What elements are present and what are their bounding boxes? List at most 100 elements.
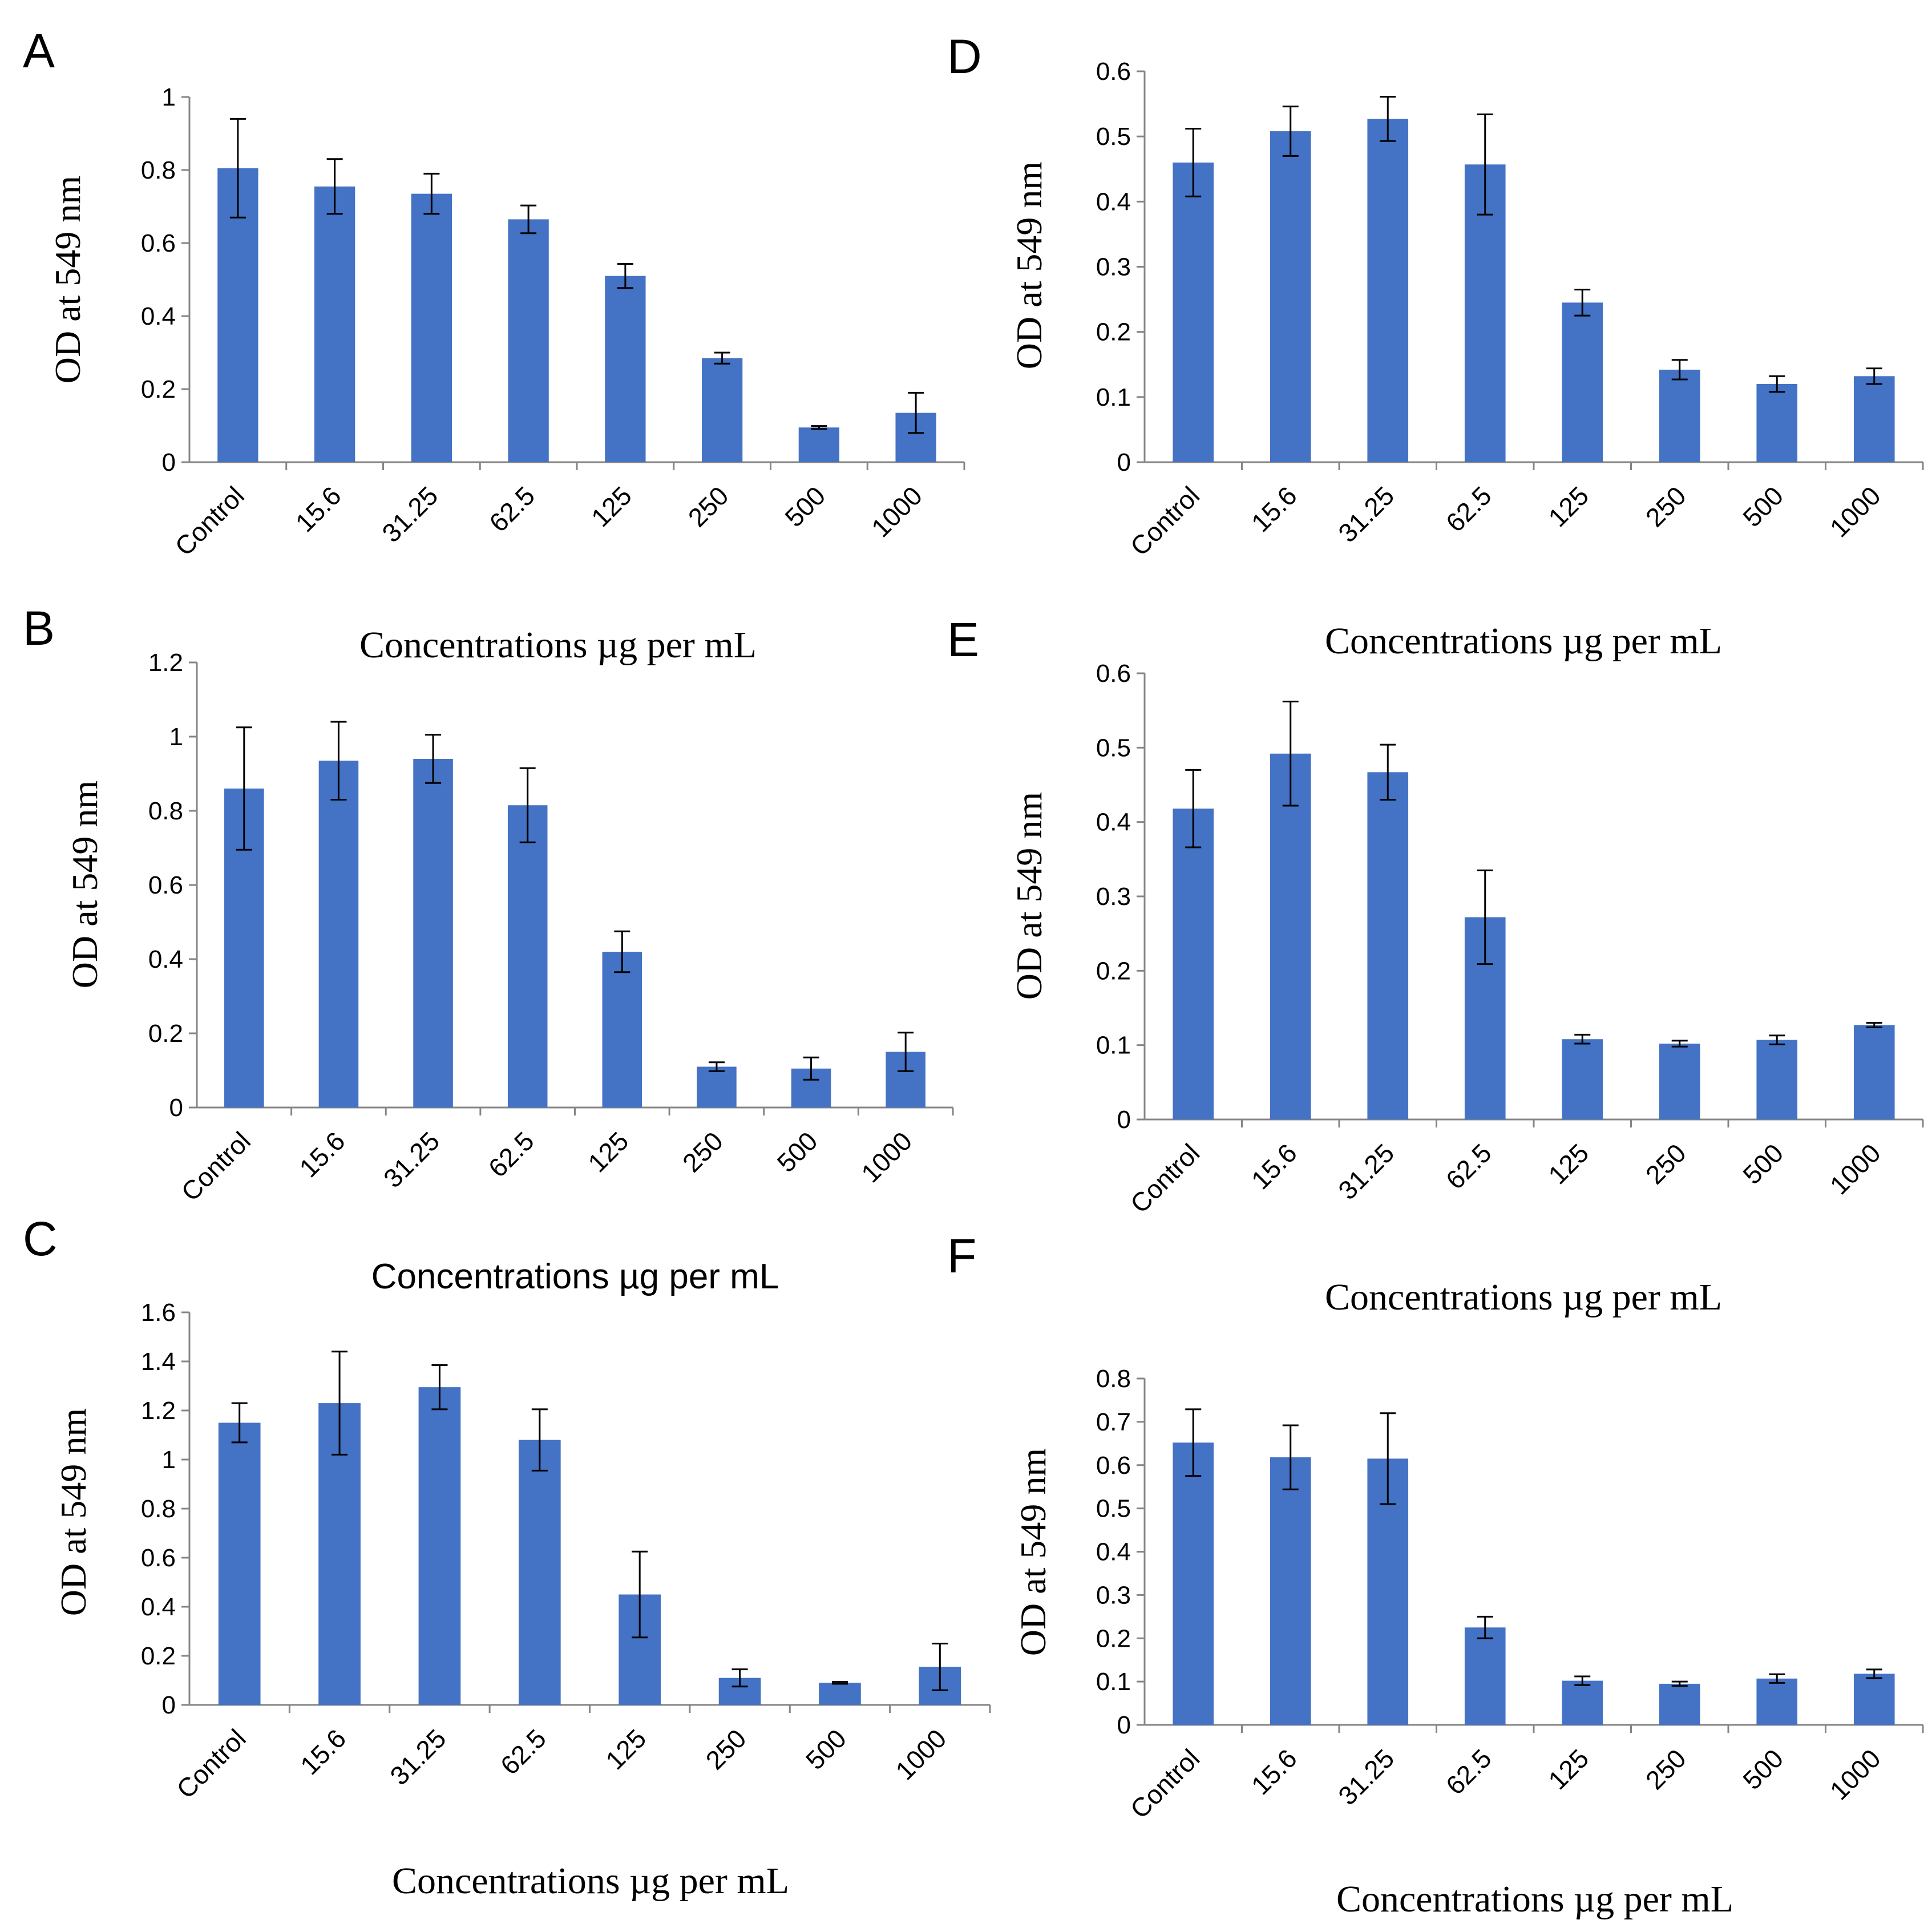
- error-bar-c-3: [531, 1408, 548, 1472]
- x-tick-label: 62.5: [495, 1723, 552, 1780]
- y-tick-label: 0.2: [141, 375, 176, 403]
- y-tick-label: 0.5: [1096, 1495, 1131, 1523]
- x-tick-label: 500: [1737, 1743, 1789, 1795]
- y-tick-label: 0.4: [148, 945, 183, 973]
- x-tick-label: Control: [1125, 1138, 1206, 1219]
- x-tick-label: 15.6: [1246, 1138, 1303, 1195]
- bar-b-2: [413, 759, 453, 1108]
- panel-letter-b: B: [23, 601, 55, 655]
- x-tick-label: 125: [1542, 1138, 1594, 1190]
- bar-f-7: [1853, 1674, 1895, 1725]
- x-tick-label: Control: [169, 480, 250, 561]
- x-tick-label: 250: [1640, 1743, 1692, 1795]
- x-tick-label: 500: [1737, 1138, 1789, 1190]
- x-tick-label: 15.6: [294, 1723, 351, 1780]
- y-axis-title-d: OD at 549 nm: [1009, 161, 1049, 369]
- bar-d-7: [1853, 376, 1895, 462]
- y-tick-label: 0.2: [148, 1020, 183, 1048]
- bar-d-1: [1270, 131, 1311, 463]
- y-tick-label: 0: [169, 1094, 183, 1122]
- x-tick-label: 1000: [1824, 480, 1886, 543]
- error-bar-f-3: [1477, 1615, 1493, 1639]
- error-bar-c-4: [632, 1550, 648, 1639]
- x-tick-label: 15.6: [293, 1126, 350, 1183]
- x-tick-label: 31.25: [1332, 1743, 1400, 1810]
- x-axis-title-d: Concentrations µg per mL: [1325, 620, 1722, 662]
- y-tick-label: 0.6: [141, 1544, 176, 1572]
- panel-letter-a: A: [23, 24, 55, 78]
- panel-letter-c: C: [23, 1212, 58, 1266]
- error-bar-e-2: [1380, 743, 1396, 801]
- error-bar-f-6: [1769, 1673, 1785, 1684]
- bar-c-6: [819, 1683, 861, 1705]
- error-bar-d-6: [1769, 375, 1785, 393]
- x-tick-label: 15.6: [1246, 1743, 1303, 1800]
- y-tick-label: 0.8: [1096, 1365, 1131, 1393]
- bar-a-5: [701, 358, 743, 462]
- x-tick-label: 250: [1640, 1138, 1692, 1190]
- x-tick-label: Control: [1125, 480, 1206, 561]
- x-tick-label: 31.25: [376, 480, 443, 548]
- y-tick-label: 1: [169, 723, 183, 751]
- y-tick-label: 0.8: [148, 797, 183, 825]
- error-bar-b-5: [708, 1061, 725, 1072]
- x-axis-title-a: Concentrations µg per mL: [359, 624, 757, 666]
- error-bar-a-4: [617, 262, 633, 289]
- error-bar-e-7: [1866, 1022, 1882, 1028]
- error-bar-b-2: [425, 734, 442, 784]
- error-bar-e-5: [1671, 1040, 1688, 1048]
- bar-f-1: [1270, 1457, 1311, 1725]
- y-tick-label: 0.4: [1096, 1538, 1131, 1566]
- error-bar-b-1: [330, 721, 347, 801]
- bar-c-2: [418, 1387, 461, 1705]
- bar-f-6: [1756, 1678, 1798, 1725]
- error-bar-b-7: [898, 1032, 914, 1072]
- bar-e-1: [1270, 753, 1311, 1119]
- error-bar-e-0: [1185, 769, 1202, 848]
- y-tick-label: 0.2: [1096, 318, 1131, 346]
- error-bar-d-5: [1671, 359, 1688, 381]
- x-tick-label: 500: [771, 1126, 823, 1178]
- y-tick-label: 0.6: [1096, 1452, 1131, 1480]
- x-tick-label: 62.5: [483, 480, 540, 537]
- y-tick-label: 0.3: [1096, 883, 1131, 911]
- bar-f-4: [1562, 1680, 1603, 1725]
- panel-letter-f: F: [947, 1229, 976, 1283]
- bar-a-3: [508, 219, 549, 462]
- error-bar-a-0: [229, 118, 246, 219]
- y-tick-label: 0.3: [1096, 253, 1131, 281]
- x-tick-label: 1000: [1824, 1743, 1886, 1805]
- x-tick-label: 15.6: [1246, 480, 1303, 537]
- error-bar-f-5: [1671, 1680, 1688, 1687]
- y-tick-label: 0.4: [1096, 809, 1131, 836]
- y-axis-title-e: OD at 549 nm: [1009, 792, 1049, 1000]
- x-tick-label: 125: [1542, 480, 1594, 532]
- x-tick-label: 1000: [855, 1126, 918, 1188]
- error-bar-a-2: [423, 172, 440, 215]
- y-tick-label: 0.6: [148, 871, 183, 899]
- y-tick-label: 0.7: [1096, 1408, 1131, 1436]
- chart-panel-c: C 0 0.2 0.4 0.6 0.8 1 1.2 1.4 1.6 OD at 549 nm Cont…: [23, 1212, 991, 1902]
- y-tick-label: 1: [162, 83, 176, 111]
- x-tick-label: 250: [682, 480, 734, 532]
- y-axis-title-c: OD at 549 nm: [53, 1408, 94, 1616]
- bar-b-1: [318, 761, 359, 1108]
- y-tick-label: 0.4: [141, 302, 176, 330]
- error-bar-e-1: [1282, 701, 1299, 807]
- y-tick-label: 1.6: [141, 1299, 176, 1327]
- y-tick-label: 0.2: [141, 1642, 176, 1670]
- bar-e-0: [1173, 809, 1214, 1119]
- error-bar-b-4: [614, 930, 630, 973]
- x-tick-label: 125: [1542, 1743, 1594, 1795]
- error-bar-a-3: [520, 204, 537, 235]
- error-bar-b-3: [519, 767, 536, 843]
- y-tick-label: 1.2: [148, 649, 183, 677]
- x-axis-title-f: Concentrations µg per mL: [1336, 1878, 1733, 1920]
- x-tick-label: 31.25: [1332, 480, 1400, 548]
- x-tick-label: 125: [585, 480, 637, 532]
- x-tick-label: 500: [1737, 480, 1789, 532]
- y-tick-label: 0: [162, 1691, 176, 1719]
- error-bar-c-1: [332, 1351, 348, 1456]
- x-tick-label: 31.25: [384, 1723, 451, 1790]
- error-bar-c-2: [431, 1364, 448, 1410]
